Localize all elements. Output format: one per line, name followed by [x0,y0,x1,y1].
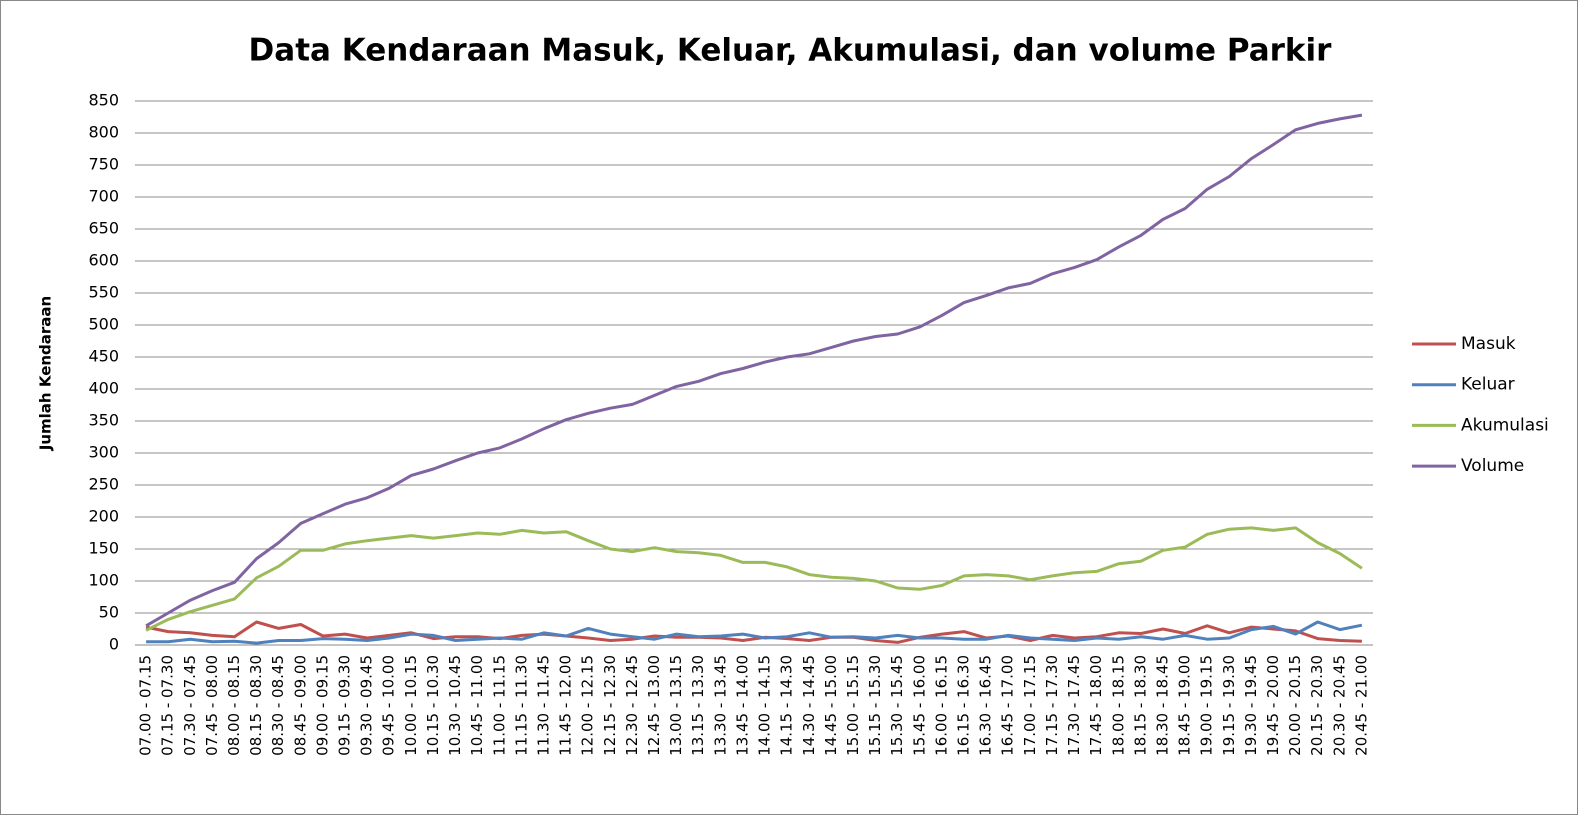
x-tick-label: 20.45 - 21.00 [1352,655,1370,756]
x-tick-label: 11.00 - 11.15 [490,655,508,756]
x-tick-label: 20.15 - 20.30 [1308,655,1326,756]
y-tick-label: 500 [88,315,119,334]
y-tick-label: 100 [88,571,119,590]
x-tick-label: 08.00 - 08.15 [225,655,243,756]
x-tick-label: 12.45 - 13.00 [645,655,663,756]
x-tick-label: 19.00 - 19.15 [1198,655,1216,756]
x-tick-label: 13.45 - 14.00 [733,655,751,756]
x-tick-label: 08.15 - 08.30 [247,655,265,756]
x-tick-label: 16.30 - 16.45 [977,655,995,756]
x-tick-label: 11.45 - 12.00 [557,655,575,756]
x-tick-label: 10.45 - 11.00 [468,655,486,756]
series-line [145,620,1362,644]
x-tick-label: 07.45 - 08.00 [203,655,221,756]
x-tick-label: 16.15 - 16.30 [955,655,973,756]
x-tick-label: 13.30 - 13.45 [711,655,729,756]
x-tick-label: 17.30 - 17.45 [1065,655,1083,756]
x-tick-label: 09.45 - 10.00 [380,655,398,756]
y-tick-label: 850 [88,91,119,110]
y-tick-label: 50 [99,603,119,622]
x-tick-label: 07.15 - 07.30 [159,655,177,756]
y-tick-label: 150 [88,539,119,558]
x-tick-label: 07.30 - 07.45 [181,655,199,756]
y-tick-label: 450 [88,347,119,366]
series-line [145,526,1363,632]
x-tick-label: 11.15 - 11.30 [512,655,530,756]
y-tick-label: 350 [88,411,119,430]
x-tick-label: 12.30 - 12.45 [623,655,641,756]
legend-label: Volume [1461,456,1524,476]
chart-title: Data Kendaraan Masuk, Keluar, Akumulasi,… [249,33,1333,69]
y-tick-label: 200 [88,507,119,526]
x-tick-label: 19.45 - 20.00 [1264,655,1282,756]
x-tick-label: 09.15 - 09.30 [336,655,354,756]
y-tick-label: 750 [88,155,119,174]
x-tick-label: 15.15 - 15.30 [866,655,884,756]
x-tick-label: 18.30 - 18.45 [1153,655,1171,756]
x-tick-label: 10.30 - 10.45 [446,655,464,756]
y-tick-label: 800 [88,123,119,142]
x-tick-label: 14.45 - 15.00 [822,655,840,756]
x-tick-label: 11.30 - 11.45 [534,655,552,756]
x-tick-label: 10.00 - 10.15 [402,655,420,756]
x-tick-label: 13.00 - 13.15 [667,655,685,756]
x-tick-label: 12.00 - 12.15 [579,655,597,756]
x-tick-label: 20.00 - 20.15 [1286,655,1304,756]
y-tick-label: 550 [88,283,119,302]
y-tick-label: 700 [88,187,119,206]
legend-label: Masuk [1461,334,1516,354]
x-tick-label: 14.15 - 14.30 [778,655,796,756]
x-tick-label: 20.30 - 20.45 [1330,655,1348,756]
x-tick-label: 08.45 - 09.00 [291,655,309,756]
x-tick-label: 18.15 - 18.30 [1131,655,1149,756]
legend-label: Akumulasi [1461,415,1549,435]
x-tick-label: 16.00 - 16.15 [932,655,950,756]
x-tick-label: 15.30 - 15.45 [888,655,906,756]
y-tick-label: 650 [88,219,119,238]
x-tick-label: 16.45 - 17.00 [999,655,1017,756]
x-tick-label: 09.30 - 09.45 [358,655,376,756]
x-tick-label: 17.45 - 18.00 [1087,655,1105,756]
x-tick-label: 14.00 - 14.15 [756,655,774,756]
x-tick-label: 12.15 - 12.30 [601,655,619,756]
x-tick-label: 19.15 - 19.30 [1220,655,1238,756]
series-line [145,113,1363,628]
x-tick-label: 10.15 - 10.30 [424,655,442,756]
y-axis-label: Jumlah Kendaraan [37,296,55,451]
series-line [146,620,1363,645]
y-tick-label: 300 [88,443,119,462]
x-tick-label: 17.15 - 17.30 [1043,655,1061,756]
y-tick-label: 250 [88,475,119,494]
x-tick-label: 19.30 - 19.45 [1242,655,1260,756]
x-tick-label: 15.00 - 15.15 [844,655,862,756]
x-tick-label: 18.45 - 19.00 [1176,655,1194,756]
y-tick-label: 0 [109,635,119,654]
x-tick-label: 13.15 - 13.30 [689,655,707,756]
x-tick-label: 17.00 - 17.15 [1021,655,1039,756]
x-tick-label: 14.30 - 14.45 [800,655,818,756]
x-tick-label: 18.00 - 18.15 [1109,655,1127,756]
x-tick-label: 07.00 - 07.15 [137,655,155,756]
y-tick-label: 400 [88,379,119,398]
y-tick-label: 600 [88,251,119,270]
x-tick-label: 09.00 - 09.15 [313,655,331,756]
x-tick-label: 15.45 - 16.00 [910,655,928,756]
x-tick-label: 08.30 - 08.45 [269,655,287,756]
legend-label: Keluar [1461,375,1515,395]
